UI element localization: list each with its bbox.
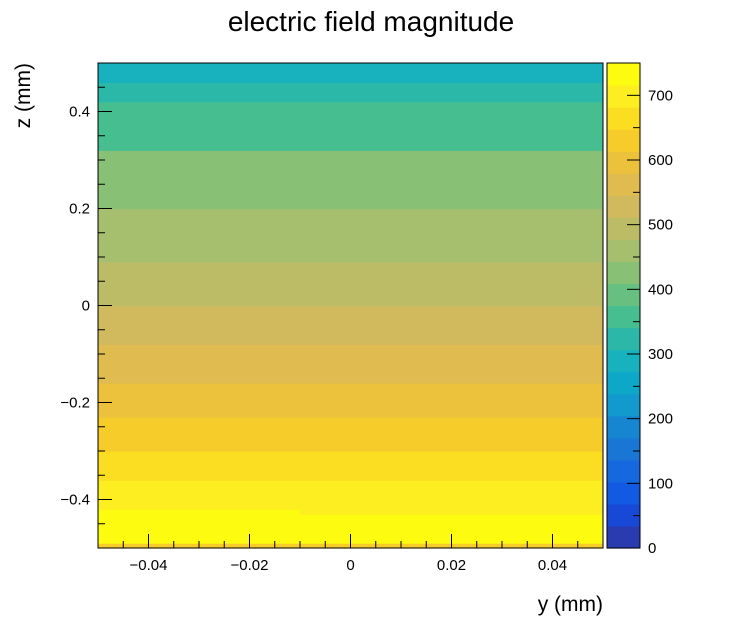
y-tick-label: −0.2: [60, 395, 90, 412]
color-scale-swatch-19: [607, 107, 640, 130]
x-axis-title: y (mm): [538, 593, 603, 616]
z-tick-label: 0: [648, 540, 656, 557]
chart-title: electric field magnitude: [228, 6, 514, 37]
color-scale-swatch-21: [607, 63, 640, 86]
color-scale-swatch-14: [607, 217, 640, 240]
x-tick-label: 0.04: [538, 557, 567, 574]
z-tick-label: 500: [648, 217, 673, 234]
x-tick-label: −0.04: [130, 557, 168, 574]
z-tick-label: 600: [648, 152, 673, 169]
z-tick-label: 100: [648, 475, 673, 492]
color-scale-swatch-3: [607, 459, 640, 483]
z-axis-ticks: 0 100 200 300 400 500 600 700: [627, 62, 673, 557]
color-scale-swatch-1: [607, 503, 640, 527]
color-scale-swatch-2: [607, 481, 640, 505]
z-tick-label: 300: [648, 346, 673, 363]
z-tick-label: 200: [648, 411, 673, 428]
color-scale-swatch-11: [607, 283, 640, 307]
color-scale-swatch-13: [607, 239, 640, 263]
heatmap-band-14: [98, 82, 603, 103]
x-axis-ticks: −0.04 −0.02 0 0.02 0.04: [97, 534, 604, 574]
heatmap-band-13: [98, 101, 603, 151]
color-scale-frame: [606, 62, 641, 549]
color-scale-swatch-12: [607, 261, 640, 285]
color-scale-swatch-7: [607, 371, 640, 395]
color-scale-swatch-5: [607, 415, 640, 439]
color-scale-swatch-18: [607, 129, 640, 152]
color-scale-swatch-16: [607, 173, 640, 196]
color-scale-swatch-9: [607, 327, 640, 351]
y-tick-label: 0.2: [69, 201, 90, 218]
y-tick-label: 0.4: [69, 104, 90, 121]
heatmap-band-12: [98, 150, 603, 210]
y-tick-label: −0.4: [60, 492, 90, 509]
x-tick-label: 0: [346, 557, 354, 574]
color-scale-swatch-6: [607, 393, 640, 417]
color-scale-swatch-8: [607, 349, 640, 373]
color-scale-swatch-15: [607, 195, 640, 218]
heatmap-band-15: [98, 63, 603, 83]
y-tick-label: 0: [82, 298, 90, 315]
color-scale-swatch-17: [607, 151, 640, 174]
y-axis-ticks: −0.4 −0.2 0 0.2 0.4: [60, 62, 112, 549]
heatmap-band-5: [98, 451, 603, 481]
color-scale-swatch-10: [607, 305, 640, 329]
color-scale: [607, 63, 640, 549]
heatmap-band-2: [98, 509, 300, 515]
heatmap-band-11: [98, 208, 603, 263]
z-tick-label: 700: [648, 87, 673, 104]
heatmap-band-3: [300, 509, 603, 515]
heatmap-band-8: [98, 344, 603, 384]
color-scale-swatch-0: [607, 525, 640, 549]
heatmap-band-4: [98, 480, 603, 510]
y-axis-title: z (mm): [12, 63, 35, 128]
x-tick-label: 0.02: [437, 557, 466, 574]
color-scale-swatch-4: [607, 437, 640, 461]
color-scale-swatch-20: [607, 85, 640, 108]
heatmap-band-6: [98, 417, 603, 452]
z-tick-label: 400: [648, 281, 673, 298]
heatmap-band-9: [98, 305, 603, 345]
heatmap-band-7: [98, 383, 603, 418]
heatmap-bands: [98, 63, 603, 549]
heatmap-band-10: [98, 261, 603, 307]
x-tick-label: −0.02: [231, 557, 269, 574]
